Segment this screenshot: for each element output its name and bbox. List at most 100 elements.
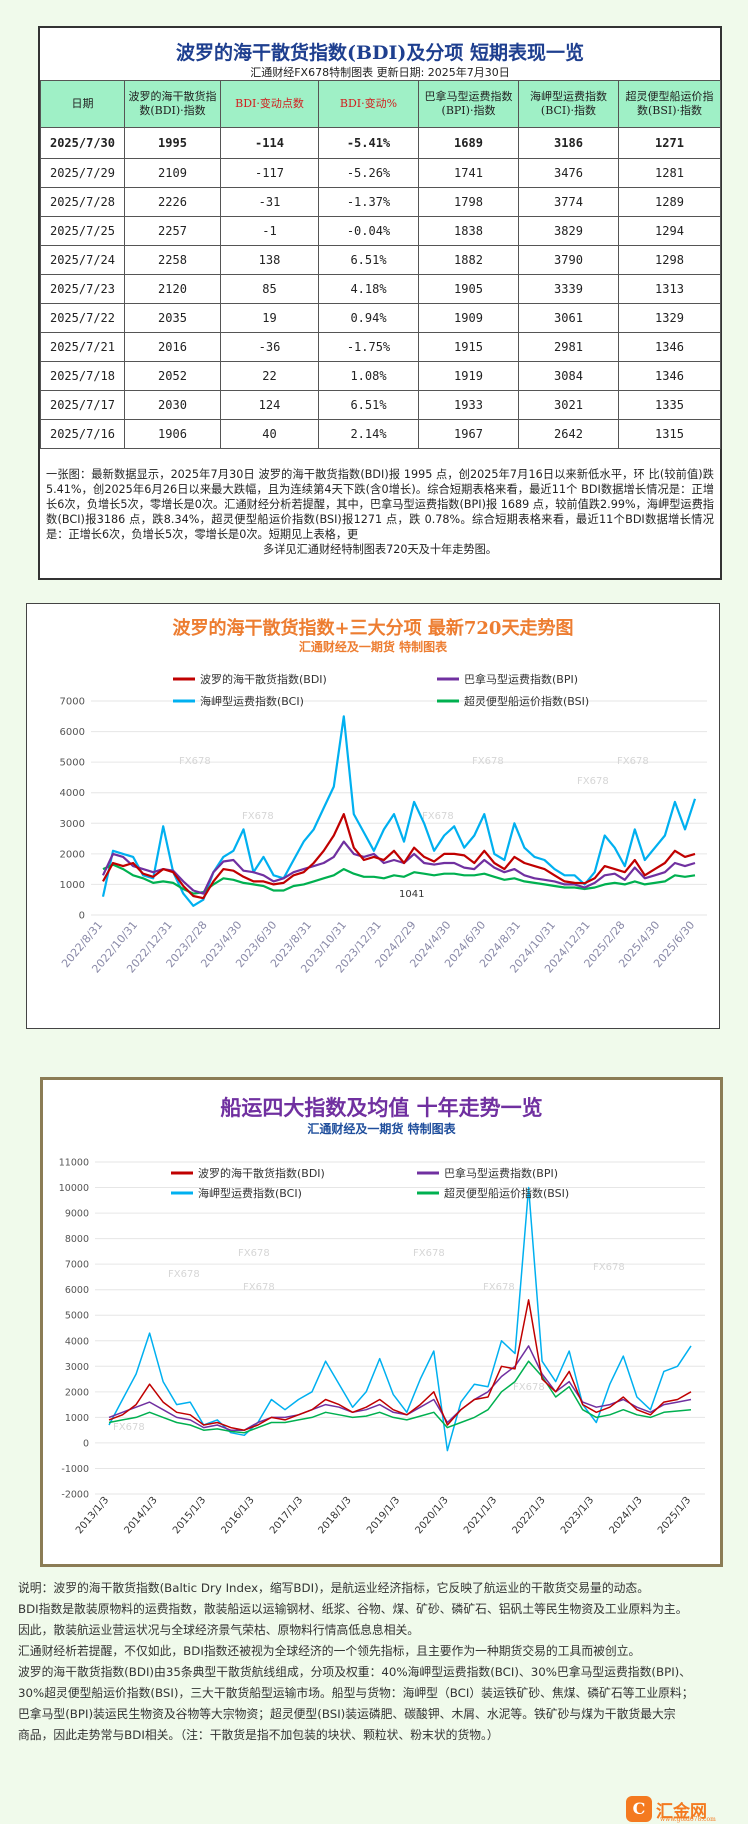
cell-date: 2025/7/17 (40, 390, 125, 420)
y-tick-label: 4000 (65, 1336, 89, 1347)
cell-bsi: 1346 (618, 361, 721, 391)
table-body: 2025/7/30 1995 -114 -5.41% 1689 3186 1271 2025/… (40, 127, 721, 449)
table-row: 2025/7/25 2257 -1 -0.04% 1838 3829 1294 (40, 216, 721, 246)
cell-bpi: 1838 (418, 216, 519, 246)
cell-bdi-pct: 0.94% (318, 303, 419, 333)
cell-bpi: 1967 (418, 419, 519, 449)
y-tick-label: 5000 (60, 758, 85, 769)
y-tick-label: -1000 (61, 1464, 89, 1475)
cell-bci: 3061 (518, 303, 619, 333)
header-date: 日期 (40, 80, 125, 128)
cell-bdi-pct: 2.14% (318, 419, 419, 449)
description-line: 因此，散装航运业营运状况与全球经济景气荣枯、原物料行情高低息息相关。 (18, 1623, 420, 1637)
x-tick-label: 2025/1/3 (656, 1495, 693, 1536)
bdi-table-panel: 波罗的海干散货指数(BDI)及分项 短期表现一览 汇通财经FX678特制图表 更… (38, 26, 722, 580)
table-row: 2025/7/28 2226 -31 -1.37% 1798 3774 1289 (40, 187, 721, 217)
y-tick-label: 7000 (60, 697, 85, 708)
cell-bdi: 2109 (124, 158, 221, 188)
cell-date: 2025/7/16 (40, 419, 125, 449)
cell-bdi-change: -1 (220, 216, 319, 246)
y-tick-label: 0 (83, 1438, 89, 1449)
cell-bpi: 1741 (418, 158, 519, 188)
cell-bpi: 1689 (418, 127, 519, 159)
series-line-bdi (102, 813, 696, 900)
cell-bdi-change: 124 (220, 390, 319, 420)
cell-bdi-change: 138 (220, 245, 319, 275)
watermark: FX678 (413, 1248, 445, 1259)
gold678-logo: C 汇金网 www.gold678.com (626, 1794, 742, 1824)
header-bdi: 波罗的海干散货指数(BDI)·指数 (124, 80, 221, 128)
chart2-svg: -2000 -1000 0 1000 2000 3000 4000 5000 6000 7000 8… (59, 1158, 705, 1536)
series-line-bdi (108, 1299, 692, 1431)
table-row: 2025/7/24 2258 138 6.51% 1882 3790 1298 (40, 245, 721, 275)
header-bci: 海岬型运费指数(BCI)·指数 (518, 80, 619, 128)
cell-bdi-change: 22 (220, 361, 319, 391)
cell-bsi: 1289 (618, 187, 721, 217)
x-tick-label: 2017/1/3 (268, 1495, 305, 1536)
cell-bdi: 2035 (124, 303, 221, 333)
watermark: FX678 (179, 756, 211, 767)
cell-bdi: 2030 (124, 390, 221, 420)
description-line: 说明：波罗的海干散货指数(Baltic Dry Index，缩写BDI)，是航运… (18, 1581, 650, 1595)
cell-bci: 2981 (518, 332, 619, 362)
table-header-row: 日期 波罗的海干散货指数(BDI)·指数 BDI·变动点数 BDI·变动% 巴拿… (40, 80, 721, 128)
watermark: FX678 (617, 756, 649, 767)
legend-label-bdi: 波罗的海干散货指数(BDI) (198, 1166, 325, 1180)
cell-bpi: 1882 (418, 245, 519, 275)
description-line: 汇通财经析若提醒，不仅如此，BDI指数还被视为全球经济的一个领先指标，且主要作为… (18, 1644, 641, 1658)
watermark: FX678 (513, 1382, 545, 1393)
cell-bci: 3774 (518, 187, 619, 217)
chart-10y-panel: 船运四大指数及均值 十年走势一览 汇通财经及一期货 特制图表 -2000 -100… (40, 1077, 723, 1567)
legend-label-bpi: 巴拿马型运费指数(BPI) (444, 1166, 558, 1180)
cell-bsi: 1281 (618, 158, 721, 188)
y-tick-label: 3000 (65, 1362, 89, 1373)
cell-bdi-pct: -5.41% (318, 127, 419, 159)
cell-bdi-change: -31 (220, 187, 319, 217)
x-tick-label: 2021/1/3 (462, 1495, 499, 1536)
note-line: 比(较前值)跌5.41%，创2025年6月26日以来最大跌幅，且为连续第4天下跌… (46, 468, 714, 496)
y-tick-label: 3000 (60, 819, 85, 830)
cell-bdi-change: -117 (220, 158, 319, 188)
y-tick-label: 6000 (60, 727, 85, 738)
cell-bsi: 1294 (618, 216, 721, 246)
x-tick-label: 2020/1/3 (413, 1495, 450, 1536)
table-row: 2025/7/16 1906 40 2.14% 1967 2642 1315 (40, 419, 721, 449)
y-tick-label: 7000 (65, 1260, 89, 1271)
cell-bdi-pct: -5.26% (318, 158, 419, 188)
cell-bpi: 1919 (418, 361, 519, 391)
legend-label-bsi: 超灵便型船运价指数(BSI) (444, 1186, 569, 1200)
cell-bci: 3021 (518, 390, 619, 420)
watermark: FX678 (113, 1422, 145, 1433)
y-tick-label: 2000 (60, 849, 85, 860)
y-tick-label: 6000 (65, 1285, 89, 1296)
watermark: FX678 (168, 1269, 200, 1280)
cell-bdi: 1906 (124, 419, 221, 449)
cell-bdi-change: 85 (220, 274, 319, 304)
x-tick-label: 2013/1/3 (74, 1495, 111, 1536)
watermark: FX678 (593, 1262, 625, 1273)
table-title: 波罗的海干散货指数(BDI)及分项 短期表现一览 (175, 42, 585, 64)
series-line-bpi (108, 1345, 692, 1431)
cell-bci: 3339 (518, 274, 619, 304)
cell-bci: 3476 (518, 158, 619, 188)
chart2-title: 船运四大指数及均值 十年走势一览 (220, 1095, 543, 1120)
series-line-bci (101, 715, 697, 907)
annotation-low: 1041 (399, 889, 424, 900)
header-bdi-change: BDI·变动点数 (220, 80, 319, 128)
cell-bdi-pct: 4.18% (318, 274, 419, 304)
cell-bdi-pct: 6.51% (318, 390, 419, 420)
series-line-bsi (108, 1360, 692, 1434)
table-row: 2025/7/29 2109 -117 -5.26% 1741 3476 1281 (40, 158, 721, 188)
header-bdi-pct: BDI·变动% (318, 80, 419, 128)
cell-date: 2025/7/30 (40, 127, 125, 159)
cell-bdi-change: -114 (220, 127, 319, 159)
watermark: FX678 (472, 756, 504, 767)
legend-label-bci: 海岬型运费指数(BCI) (198, 1186, 302, 1200)
logo-name: 汇金网 (656, 1801, 707, 1822)
header-bsi: 超灵便型船运价指数(BSI)·指数 (618, 80, 721, 128)
cell-bdi: 2052 (124, 361, 221, 391)
cell-bdi-pct: 1.08% (318, 361, 419, 391)
y-tick-label: 11000 (59, 1158, 89, 1169)
cell-bdi-pct: -1.75% (318, 332, 419, 362)
y-tick-label: -2000 (61, 1490, 89, 1501)
